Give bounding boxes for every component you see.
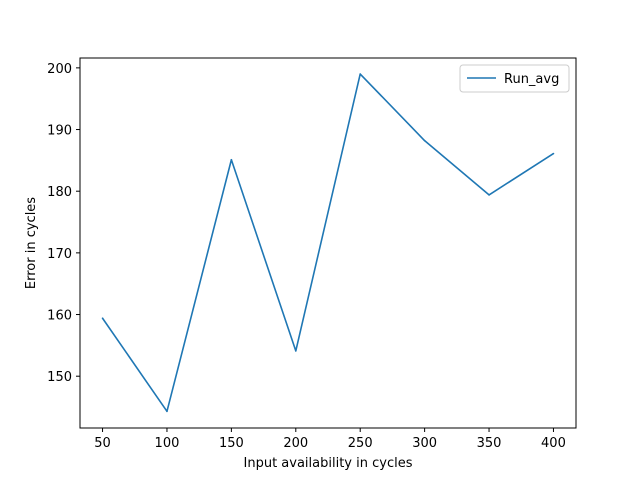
x-axis-label: Input availability in cycles (244, 456, 413, 471)
y-tick-label: 160 (47, 309, 72, 324)
data-point (552, 152, 555, 155)
series-line-run-avg (101, 73, 554, 413)
data-point (488, 194, 490, 196)
x-axis-ticks: 50 100 150 200 250 300 350 400 (94, 428, 566, 451)
y-tick-label: 200 (47, 62, 72, 77)
data-point (166, 410, 168, 413)
y-tick-label: 190 (47, 124, 72, 139)
data-point (294, 350, 297, 352)
x-tick-label: 250 (348, 436, 373, 451)
data-point (101, 317, 104, 320)
x-tick-label: 200 (283, 436, 308, 451)
y-tick-label: 170 (47, 247, 72, 262)
y-tick-label: 150 (47, 370, 72, 385)
data-point (230, 158, 233, 161)
data-point (423, 139, 426, 142)
y-tick-label: 180 (47, 185, 72, 200)
plot-area (79, 57, 577, 429)
x-tick-label: 350 (477, 436, 502, 451)
x-tick-label: 50 (94, 436, 111, 451)
legend-box (459, 64, 570, 93)
series-layer (101, 73, 555, 413)
x-tick-label: 300 (412, 436, 437, 451)
legend: Run_avg (459, 64, 570, 93)
legend-label-run-avg: Run_avg (504, 72, 559, 87)
x-tick-label: 150 (219, 436, 244, 451)
data-point (359, 73, 362, 75)
y-axis-label: Error in cycles (24, 197, 39, 289)
x-tick-label: 100 (155, 436, 180, 451)
y-axis-ticks: 150 160 170 180 190 200 (47, 62, 80, 385)
x-tick-label: 400 (541, 436, 566, 451)
